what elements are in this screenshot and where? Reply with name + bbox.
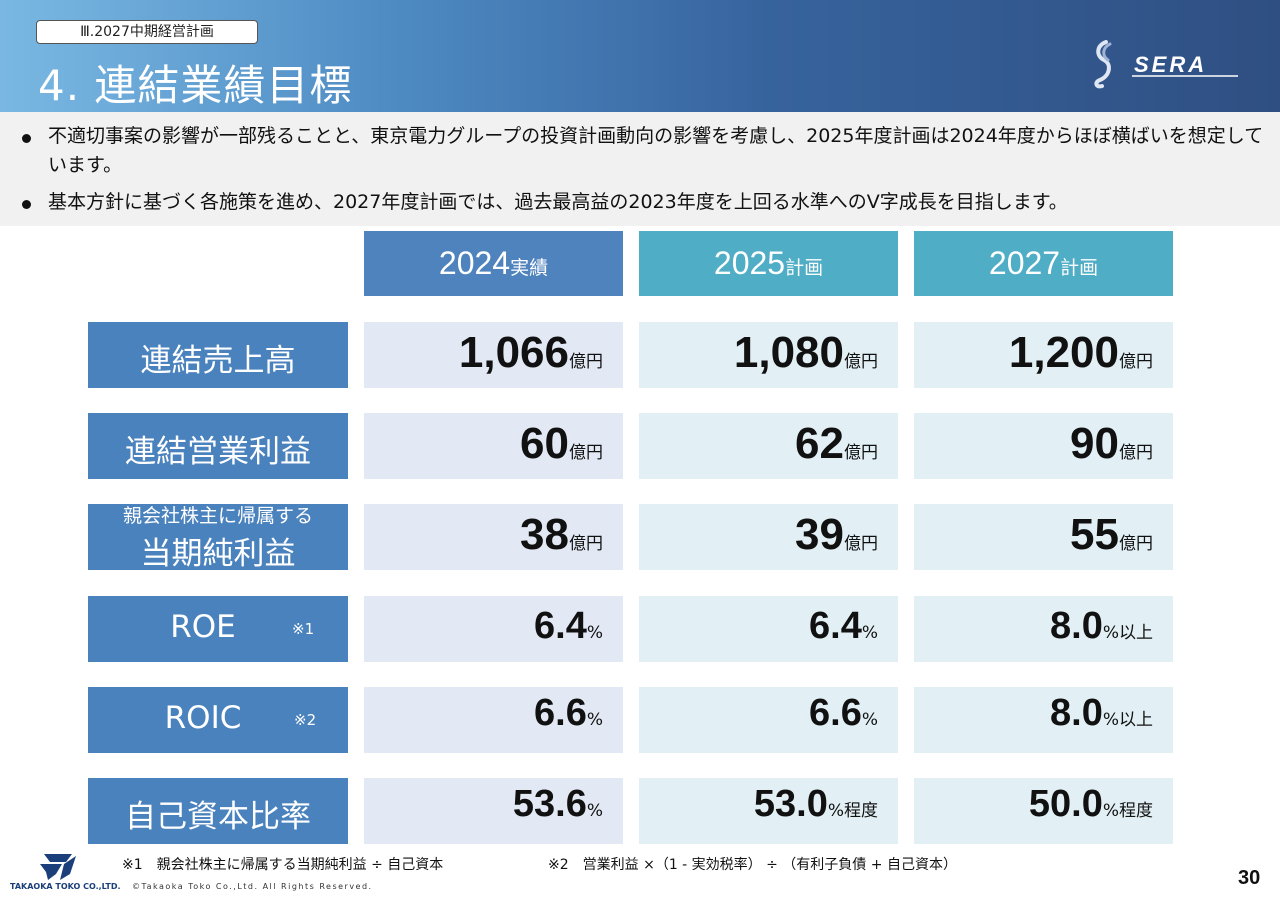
row-label-operating-profit: 連結営業利益 (88, 413, 348, 479)
cell-roe-2027: 8.0%以上 (914, 596, 1173, 662)
brand-text: SERA (1134, 52, 1207, 77)
row-label-roe: ROE ※1 (88, 596, 348, 662)
cell-sales-2024: 1,066億円 (364, 322, 623, 388)
footnote-ref: ※1 (292, 620, 315, 638)
cell-op-2027: 90億円 (914, 413, 1173, 479)
page-title: 4. 連結業績目標 (38, 61, 353, 110)
cell-eq-2024: 53.6% (364, 778, 623, 844)
cell-roe-2024: 6.4% (364, 596, 623, 662)
page-number: 30 (1238, 867, 1261, 889)
cell-op-2025: 62億円 (639, 413, 898, 479)
cell-roe-2025: 6.4% (639, 596, 898, 662)
column-header-2027: 2027計画 (914, 231, 1173, 296)
footnote-2: ※2 営業利益 ×（1 - 実効税率） ÷ （有利子負債 + 自己資本） (548, 857, 957, 873)
cell-eq-2025: 53.0%程度 (639, 778, 898, 844)
cell-eq-2027: 50.0%程度 (914, 778, 1173, 844)
cell-ni-2025: 39億円 (639, 504, 898, 570)
row-label-net-income: 親会社株主に帰属する 当期純利益 (88, 504, 348, 572)
cell-roic-2027: 8.0%以上 (914, 687, 1173, 753)
bullet-item: 基本方針に基づく各施策を進め、2027年度計画では、過去最高益の2023年度を上… (22, 188, 1267, 217)
company-logo: TAKAOKA TOKO CO.,LTD. (10, 852, 121, 896)
cell-ni-2027: 55億円 (914, 504, 1173, 570)
sera-logo-icon: SERA (1094, 40, 1238, 89)
row-label-roic: ROIC ※2 (88, 687, 348, 753)
cell-sales-2025: 1,080億円 (639, 322, 898, 388)
header-banner: Ⅲ.2027中期経営計画 4. 連結業績目標 SERA (0, 0, 1280, 112)
bullet-dot-icon (22, 134, 31, 143)
summary-bullets: 不適切事案の影響が一部残ることと、東京電力グループの投資計画動向の影響を考慮し、… (0, 112, 1280, 226)
bullet-item: 不適切事案の影響が一部残ることと、東京電力グループの投資計画動向の影響を考慮し、… (22, 122, 1267, 180)
column-header-2024: 2024実績 (364, 231, 623, 296)
cell-ni-2024: 38億円 (364, 504, 623, 570)
column-header-2025: 2025計画 (639, 231, 898, 296)
footnote-ref: ※2 (294, 711, 317, 729)
copyright: ©Takaoka Toko Co.,Ltd. All Rights Reserv… (132, 882, 373, 891)
cell-sales-2027: 1,200億円 (914, 322, 1173, 388)
cell-op-2024: 60億円 (364, 413, 623, 479)
sera-logo: SERA (1088, 36, 1248, 92)
row-label-equity-ratio: 自己資本比率 (88, 778, 348, 844)
takaoka-logo-icon (40, 854, 76, 880)
row-label-sales: 連結売上高 (88, 322, 348, 388)
section-tag: Ⅲ.2027中期経営計画 (36, 20, 258, 44)
bullet-dot-icon (22, 200, 31, 209)
cell-roic-2024: 6.6% (364, 687, 623, 753)
footnote-1: ※1 親会社株主に帰属する当期純利益 ÷ 自己資本 (122, 857, 444, 873)
cell-roic-2025: 6.6% (639, 687, 898, 753)
